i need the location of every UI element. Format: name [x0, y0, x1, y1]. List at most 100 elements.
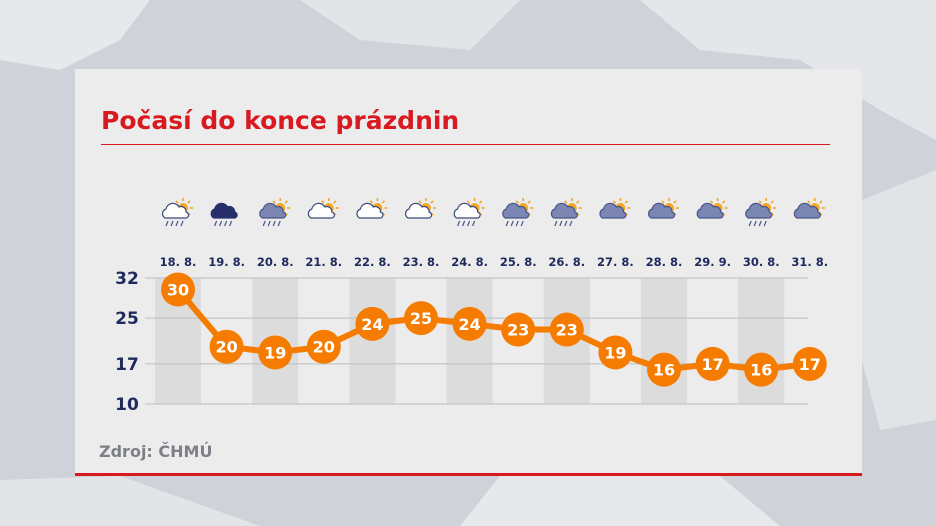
sun-ray	[758, 200, 762, 204]
cloud-shape	[793, 202, 821, 219]
date-label: 24. 8.	[451, 255, 488, 269]
partly-cloudy-dark-icon	[648, 198, 679, 219]
sun-ray	[612, 200, 616, 204]
sun-ray	[709, 200, 714, 204]
sun-ray	[673, 200, 677, 204]
date-label: 20. 8.	[257, 255, 294, 269]
rain-drop	[520, 220, 524, 227]
dark-cloud-rain-icon	[210, 202, 238, 227]
rain-drop	[267, 220, 271, 227]
cloud-shape	[502, 202, 530, 219]
bottom-accent-bar	[75, 473, 862, 476]
date-label: 28. 8.	[646, 255, 683, 269]
chart-card: Počasí do konce prázdnin 32 25 17 10 18. 8. 1…	[75, 69, 862, 476]
rain-drop	[229, 220, 233, 227]
data-point	[695, 346, 730, 381]
rain-drop	[262, 220, 266, 227]
data-point	[501, 312, 536, 347]
sun-ray	[418, 200, 422, 204]
date-label: 25. 8.	[500, 255, 537, 269]
data-label: 24	[361, 315, 383, 334]
rain-drop	[462, 220, 466, 227]
data-point	[452, 306, 487, 341]
rain-drop	[748, 220, 752, 227]
cloud-shape	[696, 202, 724, 219]
sun-ray	[661, 200, 665, 204]
partly-cloudy-rain-icon	[259, 198, 291, 227]
data-point	[404, 301, 438, 336]
data-label: 17	[799, 355, 821, 374]
rain-drop	[505, 220, 509, 227]
y-tick-label: 25	[115, 309, 139, 329]
sun-ray	[576, 200, 580, 204]
partly-cloudy-light-rain-icon	[453, 198, 485, 227]
data-label: 20	[215, 338, 237, 357]
y-tick-label: 10	[115, 395, 139, 415]
sun-ray	[770, 200, 774, 204]
cloud-shape	[210, 202, 238, 219]
rain-drop	[467, 220, 471, 227]
partly-cloudy-rain-wind-icon	[162, 198, 193, 227]
rain-drop	[763, 220, 767, 227]
data-point	[355, 306, 390, 341]
rain-drop	[559, 220, 563, 227]
sun-ray	[333, 200, 337, 204]
data-label: 19	[604, 343, 626, 362]
sun-ray	[807, 200, 811, 204]
rain-drop	[277, 220, 281, 227]
partly-cloudy-dark-icon	[599, 198, 631, 219]
data-label: 16	[653, 361, 675, 380]
data-point	[549, 312, 584, 347]
cloud-shape	[307, 202, 335, 219]
temperature-chart: 32 25 17 10 18. 8. 19. 8. 20. 8. 21. 8. 22. 8. 23…	[115, 198, 828, 415]
sun-ray	[722, 200, 726, 204]
sun-ray	[515, 200, 519, 204]
sun-ray	[819, 200, 823, 204]
partly-cloudy-rain-icon	[502, 198, 534, 227]
rain-drop	[219, 220, 223, 227]
rain-drop	[170, 220, 174, 227]
data-point	[744, 352, 779, 387]
rain-drop	[214, 220, 218, 227]
rain-drop	[224, 220, 228, 227]
rain-drop	[758, 220, 762, 227]
partly-cloudy-rain-icon	[550, 198, 582, 227]
rain-drop	[554, 220, 558, 227]
date-label: 29. 9.	[694, 255, 731, 269]
cloud-shape	[599, 202, 627, 219]
data-label: 24	[458, 315, 480, 334]
y-tick-label: 32	[115, 269, 139, 289]
source-label: Zdroj: ČHMÚ	[99, 442, 213, 461]
sun-ray	[564, 200, 568, 204]
date-label: 23. 8.	[403, 255, 440, 269]
cloud-shape	[259, 202, 287, 219]
date-label: 21. 8.	[305, 255, 342, 269]
sun-ray	[272, 200, 276, 204]
data-label: 30	[167, 280, 189, 299]
data-point	[161, 272, 195, 307]
cloud-shape	[453, 202, 481, 219]
cloud-shape	[405, 202, 433, 219]
rain-drop	[457, 220, 461, 227]
data-point	[209, 329, 244, 364]
y-tick-label: 17	[115, 355, 139, 375]
rain-drop	[564, 220, 568, 227]
data-point	[598, 335, 633, 370]
date-label: 31. 8.	[791, 255, 828, 269]
partly-cloudy-icon	[307, 198, 339, 219]
data-label: 16	[750, 361, 772, 380]
partly-cloudy-icon	[405, 198, 436, 219]
partly-cloudy-dark-icon	[793, 198, 825, 219]
cloud-shape	[745, 202, 773, 219]
date-label: 18. 8.	[160, 255, 197, 269]
cloud-shape	[550, 202, 578, 219]
date-label: 26. 8.	[548, 255, 585, 269]
chart-title: Počasí do konce prázdnin	[101, 106, 460, 135]
sun-ray	[466, 200, 471, 204]
sun-ray	[175, 200, 179, 204]
rain-drop	[175, 220, 179, 227]
sun-ray	[430, 200, 434, 204]
rain-drop	[165, 220, 169, 227]
sun-ray	[381, 200, 386, 204]
cloud-shape	[162, 202, 190, 219]
